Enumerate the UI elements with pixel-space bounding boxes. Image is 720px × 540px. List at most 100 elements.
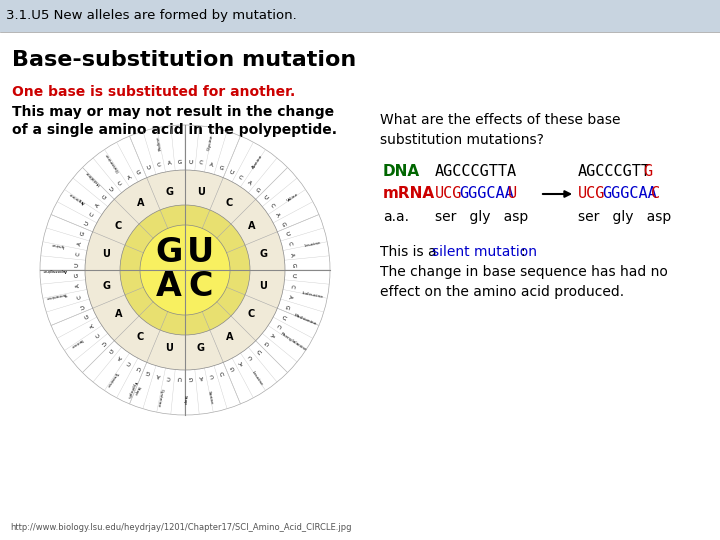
Text: U: U [197, 186, 204, 197]
Text: G: G [643, 165, 652, 179]
Text: G: G [188, 375, 192, 381]
Text: a.a.: a.a. [383, 210, 409, 224]
Text: U: U [259, 281, 267, 291]
Text: C: C [189, 271, 213, 303]
Text: C: C [274, 322, 281, 328]
Text: C: C [199, 160, 203, 166]
Text: C: C [287, 241, 292, 246]
Text: C: C [269, 202, 275, 208]
Text: G: G [102, 194, 108, 201]
Text: A: A [246, 180, 252, 186]
FancyBboxPatch shape [0, 0, 720, 32]
Text: C: C [115, 220, 122, 231]
Text: DNA: DNA [383, 165, 420, 179]
Text: U: U [178, 375, 182, 381]
Text: C: C [248, 309, 255, 320]
Text: AGCCCGTTA: AGCCCGTTA [435, 165, 517, 179]
Text: G: G [109, 347, 116, 353]
Text: Serine: Serine [70, 336, 84, 348]
Text: http://www.biology.lsu.edu/heydrjay/1201/Chapter17/SCI_Amino_Acid_CIRCLE.jpg: http://www.biology.lsu.edu/heydrjay/1201… [10, 523, 351, 532]
Text: C: C [246, 354, 252, 360]
Text: C: C [167, 374, 171, 380]
Text: G: G [75, 273, 80, 278]
Text: Tyrosine: Tyrosine [106, 369, 120, 387]
Text: The change in base sequence has had no: The change in base sequence has had no [380, 265, 668, 279]
Text: UCG: UCG [578, 186, 606, 201]
Text: U: U [84, 221, 91, 227]
Text: A: A [114, 309, 122, 320]
Text: U: U [290, 273, 295, 278]
Text: U: U [188, 159, 192, 165]
Text: U: U [75, 262, 80, 267]
Text: A: A [199, 374, 203, 380]
Text: A: A [225, 332, 233, 341]
Text: Alanine: Alanine [251, 154, 264, 170]
Text: AGCCCGTT: AGCCCGTT [578, 165, 651, 179]
Text: Threonine: Threonine [46, 291, 68, 300]
Text: A: A [77, 241, 83, 246]
Text: G: G [156, 237, 183, 269]
Text: G: G [254, 187, 261, 193]
Text: G: G [84, 313, 91, 319]
Text: G: G [219, 165, 224, 171]
Text: Serine: Serine [207, 390, 214, 405]
Text: UCG: UCG [435, 186, 462, 201]
Text: A: A [156, 372, 161, 377]
Text: ser   gly   asp: ser gly asp [578, 210, 671, 224]
Text: effect on the amino acid produced.: effect on the amino acid produced. [380, 285, 624, 299]
Text: G: G [177, 159, 182, 165]
Text: ser   gly   asp: ser gly asp [435, 210, 528, 224]
Circle shape [120, 205, 250, 335]
Text: C: C [651, 186, 660, 201]
Text: A: A [274, 212, 281, 218]
Circle shape [140, 225, 230, 315]
Circle shape [85, 170, 285, 370]
Text: U: U [102, 339, 108, 346]
Text: G: G [166, 186, 174, 197]
Text: U: U [279, 313, 286, 319]
Text: U: U [136, 364, 142, 371]
Text: G: G [80, 231, 86, 237]
Text: Stop
Tryptoph: Stop Tryptoph [127, 379, 142, 400]
Text: G: G [136, 169, 142, 176]
Text: U: U [146, 165, 151, 171]
Text: Isoleucine: Isoleucine [302, 291, 324, 300]
Text: A: A [289, 252, 294, 256]
Text: G: G [284, 303, 289, 309]
Text: Valine: Valine [287, 192, 300, 203]
Text: U: U [228, 169, 234, 176]
Text: What are the effects of these base: What are the effects of these base [380, 113, 621, 127]
Text: mRNA: mRNA [383, 186, 435, 201]
Text: U: U [254, 347, 261, 353]
Text: A: A [167, 160, 171, 166]
Text: A: A [117, 354, 124, 360]
Text: U: U [187, 237, 215, 269]
Text: U: U [166, 343, 174, 354]
Text: This is a: This is a [380, 245, 441, 259]
Text: Asparagine: Asparagine [42, 268, 67, 272]
Text: Arginine: Arginine [68, 191, 86, 205]
Text: Stop: Stop [183, 395, 187, 405]
Text: GGGCAA: GGGCAA [459, 186, 514, 201]
Text: A: A [248, 220, 256, 231]
Text: C: C [238, 174, 243, 180]
Text: Histidine: Histidine [85, 170, 102, 186]
Text: U: U [81, 303, 86, 309]
Text: Phenylalanine: Phenylalanine [279, 332, 307, 353]
Text: A: A [89, 322, 96, 328]
Text: GGGCAA: GGGCAA [603, 186, 657, 201]
Text: C: C [137, 332, 144, 341]
Text: A: A [137, 199, 144, 208]
Text: U: U [102, 249, 110, 259]
Text: Base-substitution mutation: Base-substitution mutation [12, 50, 356, 70]
Text: G: G [290, 262, 295, 267]
Text: U: U [219, 369, 224, 375]
Text: Proline: Proline [156, 135, 163, 150]
Text: C: C [226, 199, 233, 208]
Text: A: A [95, 202, 102, 208]
Text: U: U [262, 194, 269, 201]
Text: C: C [289, 284, 294, 288]
Text: G: G [145, 369, 151, 375]
Text: A: A [127, 174, 132, 180]
Text: C: C [77, 294, 83, 299]
